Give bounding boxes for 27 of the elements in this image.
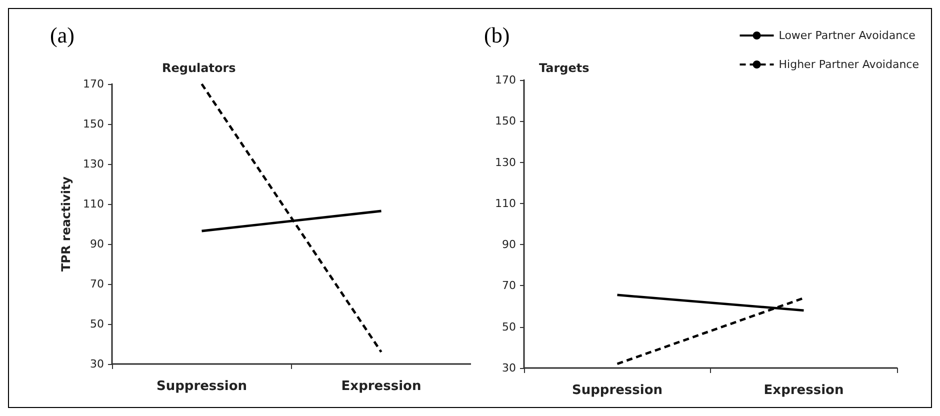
x-tick-label: Suppression xyxy=(156,379,248,394)
y-tick-label: 50 xyxy=(90,318,104,330)
y-tick-label: 110 xyxy=(83,198,104,210)
y-axis-title: TPR reactivity xyxy=(59,176,73,272)
y-tick-label: 170 xyxy=(83,78,104,90)
chart-subtitle: Regulators xyxy=(162,61,236,75)
y-tick-label: 90 xyxy=(90,238,104,250)
y-tick-label: 130 xyxy=(495,156,516,169)
y-tick-label: 30 xyxy=(502,362,516,374)
y-tick-label: 90 xyxy=(502,238,516,252)
y-tick-label: 70 xyxy=(502,279,516,292)
x-tick-label: Expression xyxy=(764,383,844,398)
y-tick-label: 30 xyxy=(90,358,104,370)
x-tick-label: Expression xyxy=(341,379,422,394)
y-tick-label: 150 xyxy=(495,114,516,128)
legend-label: Higher Partner Avoidance xyxy=(778,58,920,71)
x-tick-label: Suppression xyxy=(572,383,663,398)
y-tick-label: 50 xyxy=(502,320,516,334)
y-tick-label: 130 xyxy=(83,158,104,170)
chart-subtitle: Targets xyxy=(539,61,590,75)
legend-label: Lower Partner Avoidance xyxy=(778,29,916,42)
y-tick-label: 70 xyxy=(90,278,104,290)
chart-title: (b) xyxy=(484,22,510,48)
y-tick-label: 170 xyxy=(495,74,516,86)
chart-title: (a) xyxy=(50,22,74,48)
y-tick-label: 150 xyxy=(83,118,104,130)
y-tick-label: 110 xyxy=(495,196,516,210)
